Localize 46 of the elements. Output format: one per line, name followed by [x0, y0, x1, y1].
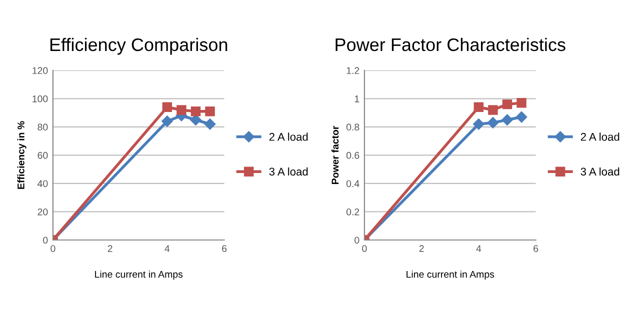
point — [474, 102, 484, 112]
y-tick-label: 80 — [38, 124, 48, 131]
y-tick-label: 0.8 — [346, 124, 360, 131]
y-tick-label: 0.6 — [346, 152, 360, 159]
legend-label: 3 A load — [580, 167, 620, 176]
point — [502, 99, 512, 110]
x-tick-label: 4 — [164, 245, 170, 252]
point — [516, 111, 528, 123]
y-tick-label: 1 — [354, 96, 360, 102]
x-axis-title: Line current in Amps — [95, 270, 183, 280]
y-tick-label: 1.2 — [346, 67, 360, 74]
y-tick-label: 60 — [38, 152, 48, 159]
x-tick-label: 0 — [50, 245, 56, 252]
chart-title: Efficiency Comparison — [50, 38, 228, 55]
legend-label: 3 A load — [269, 167, 308, 176]
legend-label: 2 A load — [580, 132, 620, 141]
x-tick-label: 0 — [362, 245, 367, 252]
point — [502, 114, 513, 126]
chart-title: Power Factor Characteristics — [336, 38, 566, 52]
y-tick-label: 0 — [43, 236, 48, 244]
y-tick-label: 0.4 — [346, 180, 360, 188]
point — [487, 117, 499, 128]
y-tick-label: 100 — [32, 95, 48, 102]
x-tick-label: 4 — [476, 245, 482, 252]
y-tick-label: 40 — [38, 180, 48, 188]
x-axis-title: Line current in Amps — [406, 270, 494, 280]
y-tick-label: 20 — [38, 208, 48, 216]
y-axis-title: Efficiency in % — [17, 121, 26, 189]
legend-label: 2 A load — [269, 132, 308, 141]
y-tick-label: 0 — [354, 236, 360, 244]
y-tick-label: 0.2 — [346, 208, 360, 216]
x-tick-label: 6 — [534, 245, 538, 252]
point — [204, 118, 216, 130]
point — [205, 106, 215, 116]
x-tick-label: 6 — [222, 245, 227, 252]
point — [190, 106, 201, 116]
point — [488, 105, 498, 115]
point — [176, 105, 186, 115]
x-tick-label: 2 — [108, 245, 112, 252]
x-tick-label: 2 — [419, 245, 424, 252]
y-axis-title: Power factor — [331, 126, 339, 184]
point — [162, 116, 173, 127]
point — [516, 98, 526, 108]
point — [162, 102, 172, 112]
point — [473, 118, 484, 130]
y-tick-label: 120 — [32, 67, 48, 74]
